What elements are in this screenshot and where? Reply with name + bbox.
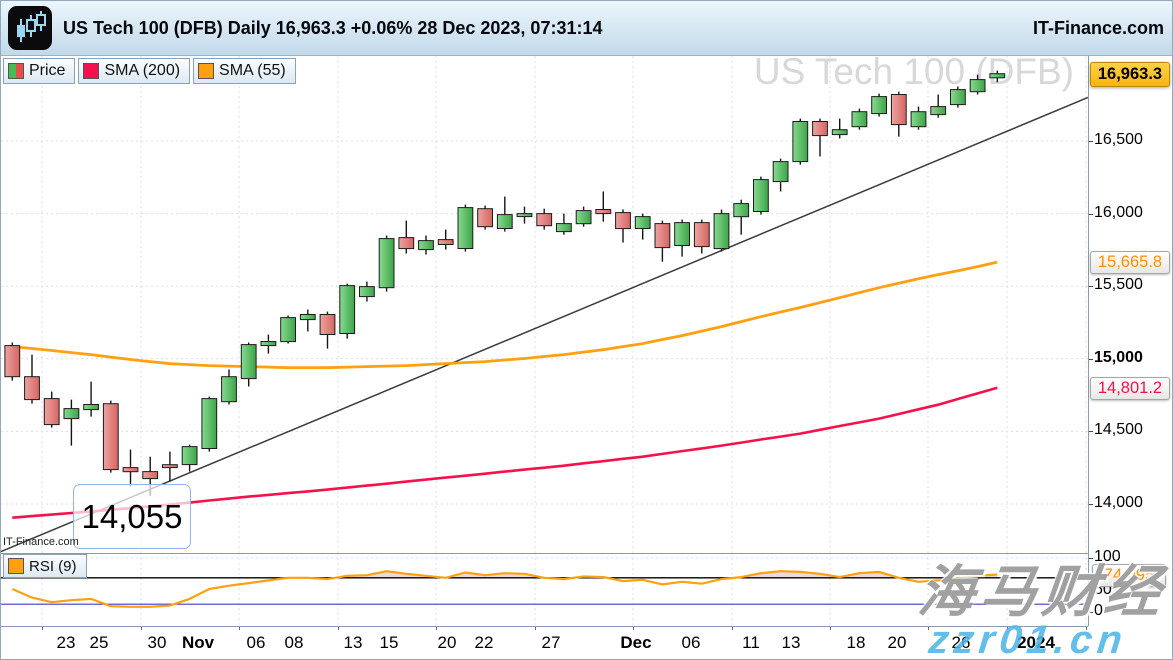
rsi-tick-label: 0 (1094, 602, 1103, 619)
legend-price-label: Price (29, 62, 66, 79)
brand-link[interactable]: IT-Finance.com (1032, 18, 1164, 38)
x-axis-strip (1, 626, 1172, 659)
x-axis-label: 13 (343, 633, 363, 652)
x-axis-tick-mark (338, 626, 339, 630)
sma55-swatch-icon (198, 63, 215, 79)
x-axis-tick-mark (928, 626, 929, 630)
x-axis-label: 15 (379, 633, 399, 652)
price-tick-label: 15,500 (1094, 276, 1143, 294)
x-axis-tick-mark (1086, 626, 1087, 630)
x-axis-tick-mark (1007, 626, 1008, 630)
price-tick-mark (1088, 214, 1093, 215)
right-axis-border (1088, 56, 1089, 626)
x-axis-label: 06 (246, 633, 266, 652)
rsi-tick-mark (1088, 558, 1093, 559)
x-axis-label: Nov (181, 633, 215, 652)
price-tick-mark (1088, 141, 1093, 142)
price-tick-mark (1088, 359, 1093, 360)
last-price-badge: 16,963.3 (1090, 62, 1170, 87)
price-swatch-icon (8, 63, 24, 79)
x-axis-tick-mark (42, 626, 43, 630)
rsi-swatch-icon (8, 558, 24, 574)
x-axis-label: 08 (284, 633, 304, 652)
legend-sma55-label: SMA (55) (219, 62, 286, 79)
chart-title: US Tech 100 (DFB) Daily 16,963.3 +0.06% … (63, 18, 603, 38)
legend-sma200[interactable]: SMA (200) (78, 58, 191, 84)
x-axis-label: 06 (681, 633, 701, 652)
price-tick-mark (1088, 286, 1093, 287)
price-pane-legend: Price SMA (200) SMA (55) (3, 58, 296, 84)
x-axis-tick-mark (436, 626, 437, 630)
x-axis-tick-mark (239, 626, 240, 630)
sma200-swatch-icon (83, 63, 100, 79)
price-tick-mark (1088, 431, 1093, 432)
itfinance-small-label: IT-Finance.com (3, 536, 79, 548)
x-axis-tick-mark (830, 626, 831, 630)
x-axis-label: 26 (951, 633, 971, 652)
x-axis-tick-mark (535, 626, 536, 630)
sma55-value-badge: 15,665.8 (1090, 251, 1170, 274)
x-axis-label: 18 (846, 633, 866, 652)
rsi-tick-label: 100 (1094, 548, 1121, 565)
x-axis-label: 20 (437, 633, 457, 652)
x-axis-label: 30 (147, 633, 167, 652)
rsi-tick-mark (1088, 591, 1093, 592)
header-bar: US Tech 100 (DFB) Daily 16,963.3 +0.06% … (1, 1, 1172, 56)
price-tick-label: 15,000 (1094, 348, 1143, 366)
price-level-tooltip: 14,055 (73, 484, 191, 549)
price-tick-label: 16,000 (1094, 203, 1143, 221)
x-axis-label: 22 (474, 633, 494, 652)
rsi-tick-mark (1088, 612, 1093, 613)
x-axis-label: 27 (541, 633, 561, 652)
price-tick-label: 14,500 (1094, 421, 1143, 439)
price-tick-mark (1088, 504, 1093, 505)
pane-separator (1, 553, 1088, 554)
legend-rsi-label: RSI (9) (29, 557, 77, 575)
x-axis-label: 25 (89, 633, 109, 652)
price-pane-canvas[interactable] (1, 56, 1088, 553)
x-axis-label: 11 (742, 633, 760, 652)
x-axis-label: 13 (781, 633, 801, 652)
legend-sma200-label: SMA (200) (104, 62, 181, 79)
x-axis-label: 23 (56, 633, 76, 652)
instrument-watermark: US Tech 100 (DFB) (753, 51, 1074, 92)
legend-rsi[interactable]: RSI (9) (3, 554, 87, 578)
rsi-value-badge: 74.995 (1092, 564, 1166, 587)
rsi-pane-canvas[interactable] (1, 553, 1088, 626)
legend-sma55[interactable]: SMA (55) (193, 58, 296, 84)
x-axis-label: Dec (620, 633, 652, 652)
price-tick-label: 14,000 (1094, 494, 1143, 511)
x-axis-tick-mark (732, 626, 733, 630)
x-axis-tick-mark (633, 626, 634, 630)
x-axis-tick-mark (141, 626, 142, 630)
xaxis-border (1, 626, 1088, 627)
sma200-value-badge: 14,801.2 (1090, 377, 1170, 400)
app-logo-icon[interactable] (8, 6, 52, 50)
price-tick-label: 16,500 (1094, 131, 1143, 148)
rsi-pane-legend: RSI (9) (3, 554, 87, 578)
legend-price[interactable]: Price (3, 58, 76, 84)
x-axis-label: 2024 (1017, 633, 1055, 652)
x-axis-label: 20 (887, 633, 907, 652)
